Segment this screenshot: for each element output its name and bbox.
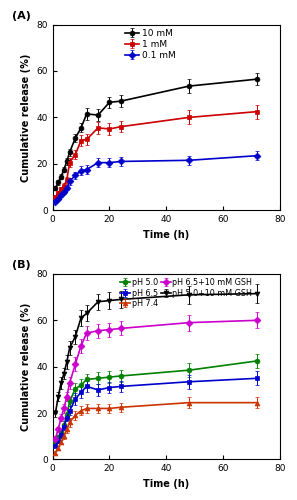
X-axis label: Time (h): Time (h): [143, 230, 189, 239]
Legend: 10 mM, 1 mM, 0.1 mM: 10 mM, 1 mM, 0.1 mM: [125, 29, 175, 60]
Text: (A): (A): [12, 11, 31, 21]
Y-axis label: Cumulative release (%): Cumulative release (%): [20, 53, 31, 182]
Text: (B): (B): [12, 260, 30, 270]
Legend: pH 5.0, pH 6.5, pH 7.4, pH 6.5+10 mM GSH, pH 5.0+10 mM GSH: pH 5.0, pH 6.5, pH 7.4, pH 6.5+10 mM GSH…: [120, 278, 252, 308]
X-axis label: Time (h): Time (h): [143, 479, 189, 489]
Y-axis label: Cumulative release (%): Cumulative release (%): [20, 302, 31, 431]
